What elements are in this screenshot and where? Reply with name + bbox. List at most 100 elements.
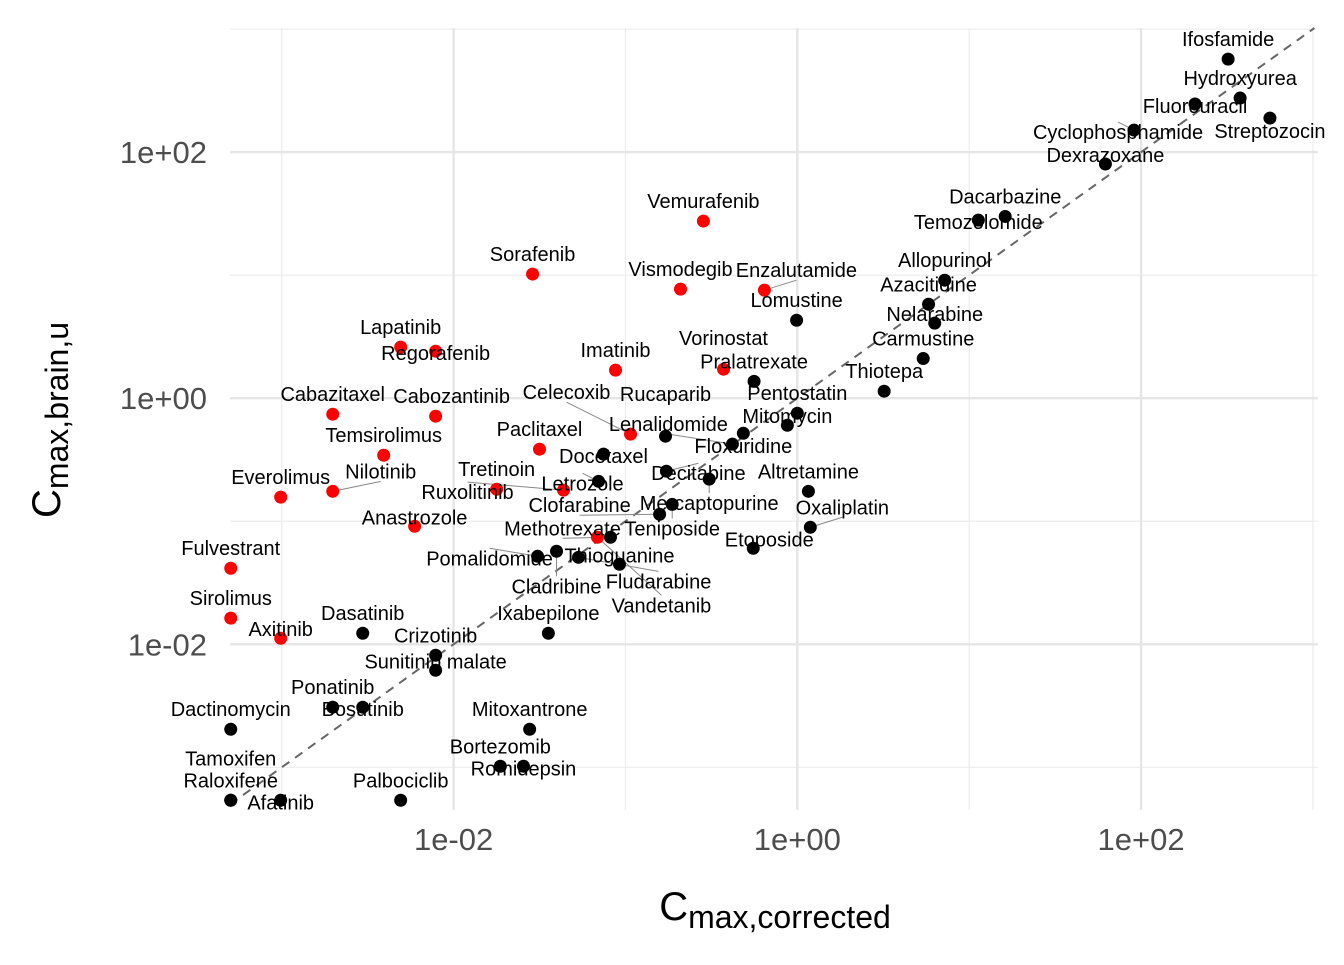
- point-label: Decitabine: [651, 463, 746, 485]
- data-point-temsirolimus: [377, 448, 391, 462]
- data-point-paclitaxel: [532, 442, 546, 456]
- point-label: Altretamine: [758, 461, 859, 483]
- data-point-fludarabine: [572, 550, 586, 564]
- point-label: Cyclophosphamide: [1033, 122, 1203, 144]
- x-axis-title: Cmax,corrected: [659, 885, 891, 935]
- y-tick-label: 1e+02: [120, 135, 207, 170]
- data-point-lapatinib: [394, 340, 408, 354]
- point-label: Thiotepa: [845, 361, 924, 383]
- data-point-pralatrexate: [747, 374, 761, 388]
- point-label: Ponatinib: [291, 677, 374, 699]
- data-points: [224, 52, 1277, 807]
- point-label: Tamoxifen: [185, 748, 276, 770]
- label-leader-line: [332, 480, 381, 492]
- grid-lines: [230, 28, 1318, 810]
- identity-reference-line: [229, 27, 1316, 806]
- data-point-mitoxantrone: [523, 722, 537, 736]
- data-point-docetaxel: [597, 447, 611, 461]
- data-point-thioguanine: [612, 557, 626, 571]
- point-label: Crizotinib: [394, 625, 477, 647]
- point-label: Vorinostat: [679, 328, 768, 350]
- point-label: Celecoxib: [523, 382, 611, 404]
- data-point-sirolimus: [224, 611, 238, 625]
- point-label: Floxuridine: [694, 436, 792, 458]
- point-label: Cabozantinib: [393, 386, 510, 408]
- data-point-hydroxyurea: [1233, 91, 1247, 105]
- data-point-etoposide: [746, 541, 760, 555]
- data-point-cladribine: [550, 544, 564, 558]
- point-label: Sorafenib: [490, 244, 576, 266]
- point-label: Lenalidomide: [609, 414, 728, 436]
- x-tick-label: 1e+02: [1098, 822, 1185, 857]
- x-axis-title-sub: max,corrected: [688, 899, 891, 935]
- data-point-imatinib: [609, 363, 623, 377]
- data-point-enzalutamide: [757, 283, 771, 297]
- data-point-oxaliplatin: [803, 520, 817, 534]
- point-label: Lomustine: [750, 290, 842, 312]
- data-point-dactinomycin: [224, 722, 238, 736]
- point-label: Pralatrexate: [700, 351, 808, 373]
- data-point-pentostatin: [790, 406, 804, 420]
- label-leader-line: [566, 401, 631, 435]
- data-point-fluorouracil: [1188, 97, 1202, 111]
- point-label: Docetaxel: [559, 446, 648, 468]
- data-point-fulvestrant: [224, 561, 238, 575]
- data-point-cabozantinib: [429, 409, 443, 423]
- point-label: Temozolomide: [914, 212, 1043, 234]
- point-label: Afatinib: [247, 792, 314, 814]
- point-label: Clofarabine: [528, 495, 630, 517]
- data-point-axitinib: [274, 631, 288, 645]
- data-point-streptozocin: [1263, 111, 1277, 125]
- point-label: Methotrexate: [504, 518, 621, 540]
- x-tick-label: 1e+00: [754, 822, 841, 857]
- data-point-floxuridine: [736, 426, 750, 440]
- point-label: Mercaptopurine: [640, 493, 779, 515]
- data-point-pomalidomide: [531, 549, 545, 563]
- data-point-mitomycin: [780, 418, 794, 432]
- point-label: Nelarabine: [886, 304, 983, 326]
- point-label: Cladribine: [511, 576, 601, 598]
- data-point-dasatinib: [356, 626, 370, 640]
- point-label: Dacarbazine: [949, 186, 1061, 208]
- point-label: Pomalidomide: [426, 548, 553, 570]
- point-label: Vandetanib: [612, 595, 712, 617]
- y-axis-title-sub: max,brain,u: [39, 322, 75, 489]
- data-point-regorafenib: [429, 344, 443, 358]
- data-point-tretinoin: [490, 482, 504, 496]
- data-point-bortezomib: [493, 759, 507, 773]
- point-label: Imatinib: [580, 340, 650, 362]
- point-label: Sunitinib malate: [364, 651, 506, 673]
- data-point-crizotinib: [429, 648, 443, 662]
- y-axis-title: Cmax,brain,u: [25, 322, 75, 518]
- point-label: Ruxolitinib: [421, 482, 513, 504]
- x-tick-labels: 1e-02 1e+00 1e+02: [414, 822, 1185, 857]
- data-point-sorafenib: [526, 267, 540, 281]
- data-point-rucaparib: [659, 429, 673, 443]
- point-label: Etoposide: [725, 529, 814, 551]
- point-label: Ixabepilone: [497, 603, 599, 625]
- data-point-everolimus: [274, 490, 288, 504]
- point-label: Enzalutamide: [736, 260, 857, 282]
- data-point-nelarabine: [928, 316, 942, 330]
- point-label: Mitomycin: [742, 406, 832, 428]
- point-label: Teniposide: [624, 518, 720, 540]
- y-tick-label: 1e+00: [120, 381, 207, 416]
- point-label: Fludarabine: [606, 571, 712, 593]
- point-label: Regorafenib: [381, 343, 490, 365]
- data-point-methotrexate: [603, 530, 617, 544]
- point-label: Allopurinol: [898, 250, 991, 272]
- data-point-cyclophosphamide: [1127, 123, 1141, 137]
- data-point-vandetanib: [590, 530, 604, 544]
- point-label: Tretinoin: [458, 459, 535, 481]
- point-label: Axitinib: [248, 619, 312, 641]
- data-point-carmustine: [916, 352, 930, 366]
- point-label: Azacitidine: [880, 274, 977, 296]
- point-label: Vemurafenib: [647, 191, 759, 213]
- data-point-nilotinib: [326, 484, 340, 498]
- point-label: Sirolimus: [190, 588, 272, 610]
- point-label: Pentostatin: [747, 383, 847, 405]
- x-tick-label: 1e-02: [414, 822, 493, 857]
- point-label: Ifosfamide: [1182, 29, 1274, 51]
- data-point-bosutinib: [356, 700, 370, 714]
